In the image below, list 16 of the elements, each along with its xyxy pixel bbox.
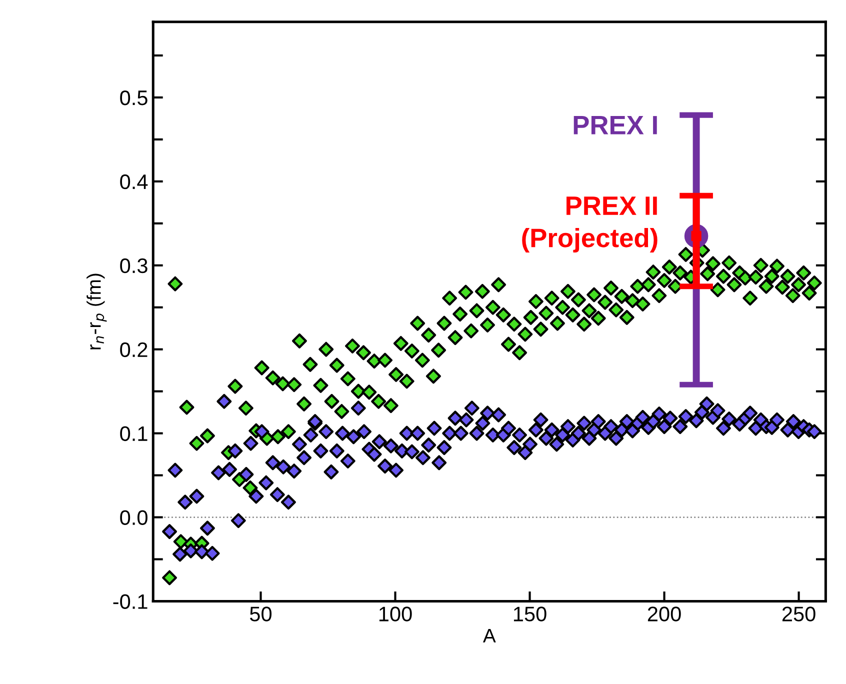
x-axis-title: A — [482, 629, 496, 642]
y-tick-label: 0.1 — [120, 426, 148, 442]
y-tick-label: 0.5 — [120, 90, 148, 106]
y-tick-label: 0.3 — [120, 258, 148, 274]
y-tick-label: 0.0 — [120, 510, 148, 526]
text: PREX I — [574, 116, 657, 134]
x-tick-label: 200 — [648, 606, 681, 622]
x-tick-label: 100 — [379, 606, 412, 622]
y-tick-label: 0.4 — [120, 174, 148, 190]
series-label: PREX II (Projected) — [522, 196, 658, 253]
y-tick-label: 0.2 — [120, 342, 148, 358]
x-tick-label: 250 — [782, 606, 816, 622]
x-tick-label: 50 — [250, 606, 272, 622]
y-axis-title: r$_{n}$-r$_{p}$ (fm) — [86, 274, 107, 350]
y-tick-label: -0.1 — [113, 594, 148, 609]
x-tick-label: 150 — [514, 606, 546, 622]
